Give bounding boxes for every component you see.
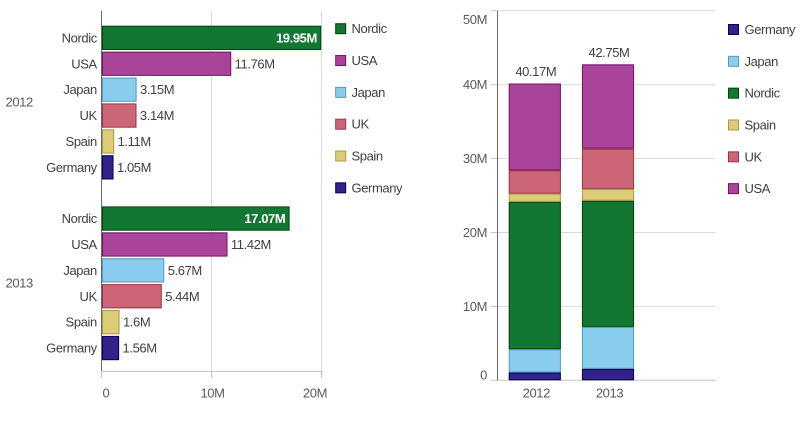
svg-text:40.17M: 40.17M <box>515 64 556 79</box>
svg-text:Japan: Japan <box>745 54 779 69</box>
svg-text:Germany: Germany <box>46 341 98 356</box>
svg-text:20M: 20M <box>463 225 487 240</box>
svg-text:40M: 40M <box>463 77 487 92</box>
svg-text:Japan: Japan <box>63 82 97 97</box>
svg-text:Germany: Germany <box>352 180 404 195</box>
svg-text:Nordic: Nordic <box>62 30 98 45</box>
svg-text:3.15M: 3.15M <box>140 82 174 97</box>
svg-text:Spain: Spain <box>352 149 383 164</box>
svg-text:11.42M: 11.42M <box>231 237 271 252</box>
svg-text:UK: UK <box>80 108 98 123</box>
svg-text:Germany: Germany <box>46 160 98 175</box>
svg-text:Germany: Germany <box>745 22 797 37</box>
svg-text:19.95M: 19.95M <box>276 30 317 45</box>
svg-text:1.05M: 1.05M <box>117 160 151 175</box>
svg-text:Japan: Japan <box>63 263 97 278</box>
svg-text:USA: USA <box>71 237 97 252</box>
svg-text:10M: 10M <box>200 386 224 401</box>
svg-text:1.56M: 1.56M <box>123 341 157 356</box>
svg-text:UK: UK <box>80 289 98 304</box>
svg-text:Spain: Spain <box>66 134 97 149</box>
svg-text:3.14M: 3.14M <box>140 108 174 123</box>
svg-text:USA: USA <box>745 181 771 196</box>
svg-text:10M: 10M <box>463 299 487 314</box>
svg-text:Spain: Spain <box>745 117 776 132</box>
svg-text:0: 0 <box>103 386 110 401</box>
svg-text:2012: 2012 <box>6 95 33 110</box>
svg-text:20M: 20M <box>303 386 327 401</box>
svg-text:11.76M: 11.76M <box>235 56 275 71</box>
svg-text:30M: 30M <box>463 151 487 166</box>
svg-text:Japan: Japan <box>352 85 386 100</box>
svg-text:USA: USA <box>352 53 378 68</box>
svg-text:1.6M: 1.6M <box>123 315 150 330</box>
svg-text:2013: 2013 <box>6 276 33 291</box>
svg-text:1.11M: 1.11M <box>118 134 151 149</box>
svg-text:USA: USA <box>71 56 97 71</box>
svg-text:Nordic: Nordic <box>62 211 98 226</box>
svg-text:Nordic: Nordic <box>352 21 388 36</box>
svg-text:0: 0 <box>480 367 487 382</box>
svg-text:2012: 2012 <box>523 386 550 401</box>
svg-text:Nordic: Nordic <box>745 86 781 101</box>
svg-text:UK: UK <box>745 149 763 164</box>
svg-text:UK: UK <box>352 117 370 132</box>
svg-text:2013: 2013 <box>596 386 623 401</box>
svg-text:5.44M: 5.44M <box>165 289 199 304</box>
svg-text:42.75M: 42.75M <box>589 45 630 60</box>
svg-text:Spain: Spain <box>66 315 97 330</box>
svg-text:17.07M: 17.07M <box>244 211 285 226</box>
svg-text:50M: 50M <box>463 12 487 27</box>
svg-text:5.67M: 5.67M <box>168 263 202 278</box>
